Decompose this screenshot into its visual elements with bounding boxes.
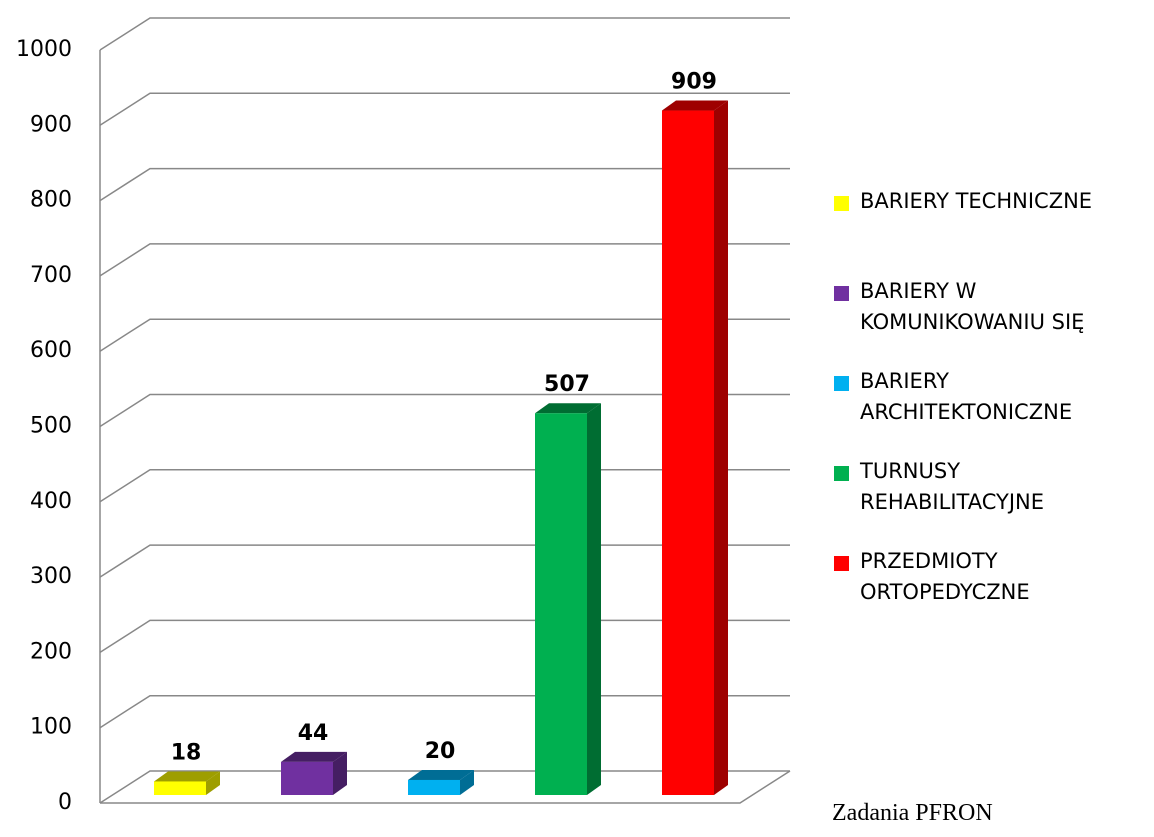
legend-item: BARIERY TECHNICZNE xyxy=(834,186,1149,276)
bar-side xyxy=(333,751,347,795)
legend-item: PRZEDMIOTY ORTOPEDYCZNE xyxy=(834,546,1149,636)
data-label: 44 xyxy=(298,721,329,746)
y-tick-label: 400 xyxy=(30,489,72,514)
y-tick-label: 200 xyxy=(30,639,72,664)
bar xyxy=(281,751,347,795)
legend-swatch xyxy=(834,376,849,391)
y-tick-label: 0 xyxy=(58,790,72,815)
data-label: 18 xyxy=(171,740,202,765)
legend-label: PRZEDMIOTY ORTOPEDYCZNE xyxy=(860,549,1030,604)
grid-line xyxy=(99,17,790,51)
y-tick-label: 300 xyxy=(30,564,72,589)
grid-line xyxy=(99,318,790,352)
y-tick-label: 500 xyxy=(30,414,72,439)
bar-side xyxy=(714,100,728,795)
legend-label: TURNUSY REHABILITACYJNE xyxy=(860,459,1044,514)
grid-line xyxy=(99,92,790,126)
bar-top xyxy=(408,769,474,780)
legend-swatch xyxy=(834,286,849,301)
legend-swatch xyxy=(834,556,849,571)
bar xyxy=(662,100,728,795)
grid-line xyxy=(99,167,790,202)
legend-item: TURNUSY REHABILITACYJNE xyxy=(834,456,1149,546)
legend-swatch xyxy=(834,466,849,481)
legend-label: BARIERY W KOMUNIKOWANIU SIĘ xyxy=(860,279,1085,334)
bar-front xyxy=(154,781,206,795)
bar-side xyxy=(587,403,601,795)
bar-side xyxy=(206,771,220,795)
legend-item: BARIERY ARCHITEKTONICZNE xyxy=(834,366,1149,456)
bar-top xyxy=(535,403,601,414)
bar-front xyxy=(281,761,333,795)
y-tick-label: 800 xyxy=(30,188,72,213)
y-tick-label: 1000 xyxy=(16,37,72,62)
y-tick-label: 700 xyxy=(30,263,72,288)
y-tick-label: 900 xyxy=(30,112,72,137)
bar-side xyxy=(460,769,474,795)
legend-swatch xyxy=(834,196,849,211)
y-tick-label: 600 xyxy=(30,338,72,363)
grid-line xyxy=(99,393,790,428)
legend-label: BARIERY ARCHITEKTONICZNE xyxy=(860,369,1073,424)
data-label: 20 xyxy=(425,739,456,764)
caption: Zadania PFRON xyxy=(832,800,993,826)
bar-top xyxy=(662,100,728,111)
data-label: 909 xyxy=(671,70,717,95)
bar-front xyxy=(535,413,587,795)
bar-top xyxy=(281,751,347,762)
grid-line xyxy=(99,243,790,277)
bar xyxy=(154,771,220,795)
y-tick-label: 100 xyxy=(30,715,72,740)
legend-item: BARIERY W KOMUNIKOWANIU SIĘ xyxy=(834,276,1149,366)
floor xyxy=(100,770,791,804)
bar-top xyxy=(154,771,220,782)
bar xyxy=(408,769,474,795)
bar-front xyxy=(408,779,460,795)
legend: BARIERY TECHNICZNE BARIERY W KOMUNIKOWANI… xyxy=(834,186,1149,636)
legend-label: BARIERY TECHNICZNE xyxy=(860,189,1093,213)
bar xyxy=(535,403,601,795)
bar-front xyxy=(662,110,714,795)
data-label: 507 xyxy=(544,372,590,397)
